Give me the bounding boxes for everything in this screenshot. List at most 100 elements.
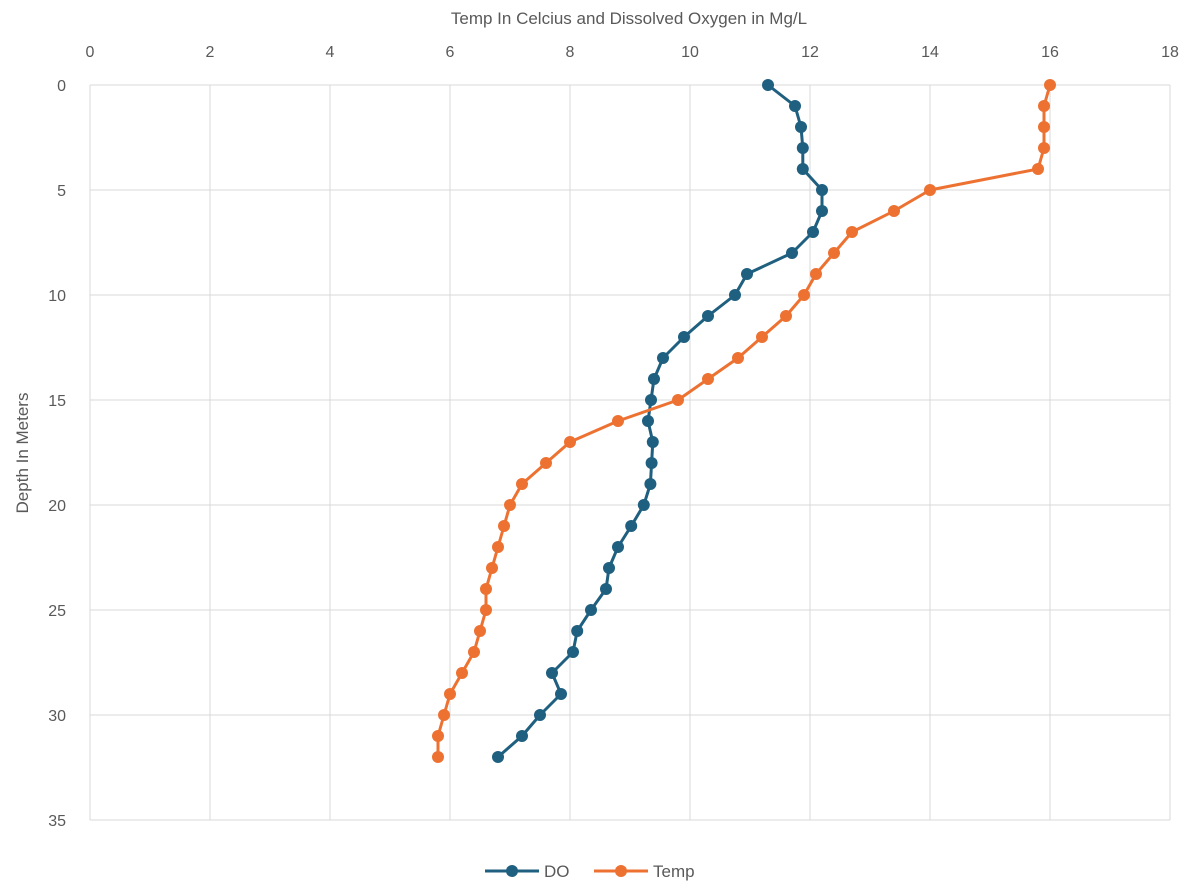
series-do-point <box>642 415 654 427</box>
series-do-point <box>807 226 819 238</box>
series-temp-point <box>438 709 450 721</box>
series-do-point <box>789 100 801 112</box>
x-tick-label: 0 <box>86 44 95 61</box>
series-do <box>492 79 828 763</box>
series-do-point <box>741 268 753 280</box>
series-temp-point <box>432 730 444 742</box>
series-do-point <box>644 478 657 490</box>
legend: DO Temp <box>485 862 695 881</box>
series-do-point <box>646 436 659 448</box>
series-do-point <box>567 646 579 658</box>
series-do-point <box>603 562 615 574</box>
series-do-point <box>729 289 741 301</box>
series-temp-line <box>436 84 1052 757</box>
series-do-point <box>645 457 658 469</box>
x-axis-label: Temp In Celcius and Dissolved Oxygen in … <box>451 9 807 28</box>
series-layer <box>432 79 1056 763</box>
x-tick-label: 14 <box>921 44 939 61</box>
y-tick-label: 25 <box>48 603 66 620</box>
series-temp-point <box>432 751 444 763</box>
series-temp-point <box>492 541 504 553</box>
series-do-point <box>555 688 567 700</box>
legend-item-do: DO <box>485 862 570 881</box>
x-tick-label: 12 <box>801 44 819 61</box>
series-temp-point <box>732 352 744 364</box>
x-tick-label: 10 <box>681 44 699 61</box>
series-temp-point <box>756 331 768 343</box>
series-temp-point <box>1038 142 1050 154</box>
series-do-point <box>795 121 807 133</box>
series-do-point <box>600 583 612 595</box>
series-do-point <box>796 163 809 175</box>
series-do-point <box>625 520 638 532</box>
series-temp-point <box>1038 121 1050 133</box>
series-temp-point <box>498 520 510 532</box>
series-do-point <box>612 541 624 553</box>
series-do-point <box>786 247 798 259</box>
series-temp-point <box>672 394 684 406</box>
x-axis-ticks: 0 2 4 6 8 10 12 14 16 18 <box>86 44 1179 61</box>
series-do-point <box>534 709 546 721</box>
series-temp-point <box>456 667 468 679</box>
legend-temp-marker <box>615 865 627 877</box>
x-tick-label: 2 <box>206 44 215 61</box>
series-do-point <box>762 79 774 91</box>
y-tick-label: 5 <box>57 183 66 200</box>
series-do-point <box>816 205 828 217</box>
series-temp-point <box>504 499 516 511</box>
series-temp-point <box>828 247 840 259</box>
series-temp-point <box>444 688 456 700</box>
series-temp-point <box>480 604 492 616</box>
series-temp-point <box>810 268 822 280</box>
y-tick-label: 20 <box>48 498 66 515</box>
series-do-line <box>497 83 824 759</box>
series-temp-point <box>924 184 936 196</box>
x-tick-label: 6 <box>446 44 455 61</box>
series-do-point <box>546 667 558 679</box>
series-do-point <box>571 625 584 637</box>
series-temp-point <box>474 625 486 637</box>
series-do-point <box>796 142 809 154</box>
series-temp-point <box>612 415 624 427</box>
series-temp-point <box>780 310 792 322</box>
series-temp-point <box>1038 100 1050 112</box>
series-temp-point <box>1044 79 1056 91</box>
series-temp-point <box>480 583 492 595</box>
x-tick-label: 18 <box>1161 44 1179 61</box>
y-axis-label: Depth In Meters <box>13 393 32 514</box>
series-do-point <box>816 184 828 196</box>
series-do-point <box>648 373 660 385</box>
series-do-point <box>645 394 657 406</box>
y-tick-label: 15 <box>48 393 66 410</box>
series-temp-point <box>468 646 480 658</box>
series-temp-point <box>1032 163 1044 175</box>
y-tick-label: 10 <box>48 288 66 305</box>
series-do-point <box>516 730 528 742</box>
series-do-point <box>678 331 690 343</box>
y-tick-label: 35 <box>48 813 66 830</box>
legend-do-marker <box>506 865 518 877</box>
x-tick-label: 16 <box>1041 44 1059 61</box>
y-axis-ticks: 0 5 10 15 20 25 30 35 <box>48 78 66 830</box>
series-do-point <box>637 499 650 511</box>
series-temp <box>432 79 1056 763</box>
x-tick-label: 8 <box>566 44 575 61</box>
gridlines <box>89 84 1171 821</box>
x-tick-label: 4 <box>326 44 335 61</box>
legend-do-label: DO <box>544 862 570 881</box>
series-temp-point <box>702 373 714 385</box>
legend-item-temp: Temp <box>594 862 695 881</box>
series-temp-point <box>486 562 498 574</box>
series-do-point <box>702 310 714 322</box>
legend-temp-label: Temp <box>653 862 695 881</box>
series-temp-point <box>540 457 552 469</box>
series-do-point <box>657 352 669 364</box>
series-temp-point <box>888 205 900 217</box>
series-do-point <box>585 604 597 616</box>
series-temp-point <box>846 226 858 238</box>
series-temp-point <box>798 289 810 301</box>
y-tick-label: 0 <box>57 78 66 95</box>
series-temp-point <box>516 478 528 490</box>
series-do-point <box>492 751 504 763</box>
